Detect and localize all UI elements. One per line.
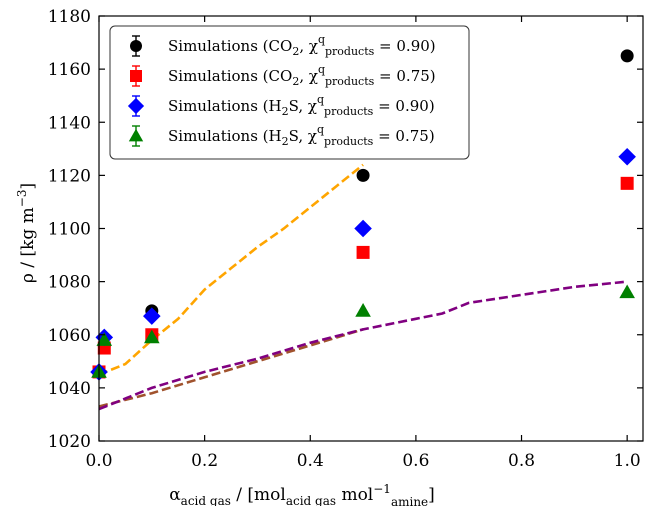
dashed-line-2 — [98, 280, 628, 411]
data-point-s0-3 — [356, 168, 370, 182]
legend-marker-1 — [130, 70, 142, 82]
ylabel-close: ] — [18, 183, 38, 190]
legend-tail: = 0.90) — [373, 97, 434, 115]
x-tick-label-4: 0.8 — [508, 451, 535, 471]
legend: Simulations (CO2, χqproducts = 0.90)Simu… — [109, 25, 470, 160]
legend-sub: 2 — [292, 45, 299, 58]
legend-marker-3 — [128, 128, 144, 142]
data-point-s2-2 — [143, 307, 161, 325]
legend-label-1: Simulations (CO2, χqproducts = 0.75) — [168, 63, 436, 88]
legend-sup: q — [317, 123, 324, 136]
legend-marker-2 — [127, 97, 145, 115]
y-axis-label: ρ / [kg m−3] — [15, 183, 38, 283]
legend-main: Simulations (CO — [168, 37, 292, 55]
xlabel-mol2: mol — [336, 485, 373, 505]
xlabel-sup: −1 — [373, 482, 391, 496]
legend-mid: S, χ — [289, 97, 317, 115]
model-lines — [98, 163, 628, 411]
legend-sub2: products — [324, 105, 374, 118]
xlabel-mid: / [mol — [231, 485, 286, 505]
legend-main: Simulations (H — [168, 127, 282, 145]
legend-mid: S, χ — [289, 127, 317, 145]
xlabel-mol-sub: acid gas — [286, 494, 336, 506]
y-tick-label-7: 1160 — [48, 60, 91, 80]
ylabel-sup: −3 — [15, 190, 29, 208]
legend-label-3: Simulations (H2S, χqproducts = 0.75) — [168, 123, 435, 148]
tick-labels: 0.0 0.2 0.4 0.6 0.8 1.0 1020 1040 1060 1080 1100 11… — [48, 7, 641, 471]
ylabel-main: ρ / [kg m — [18, 207, 38, 283]
legend-sub2: products — [325, 75, 375, 88]
data-point-s0-4 — [620, 49, 634, 63]
legend-box — [109, 25, 470, 160]
legend-sup: q — [318, 33, 325, 46]
xlabel-alpha: α — [169, 485, 181, 505]
legend-sub2: products — [324, 135, 374, 148]
xlabel-alpha-sub: acid gas — [181, 494, 231, 506]
legend-mid: , χ — [299, 67, 318, 85]
y-tick-label-8: 1180 — [48, 7, 91, 27]
data-point-s1-3 — [356, 245, 370, 259]
legend-marker-0 — [130, 40, 142, 52]
y-tick-label-3: 1080 — [48, 273, 91, 293]
legend-main: Simulations (CO — [168, 67, 292, 85]
legend-main: Simulations (H — [168, 97, 282, 115]
simulation-points — [90, 49, 636, 381]
x-tick-label-3: 0.6 — [402, 451, 429, 471]
y-tick-label-0: 1020 — [48, 432, 91, 452]
dashed-line-1 — [98, 328, 364, 408]
legend-sub: 2 — [292, 75, 299, 88]
data-point-s2-3 — [354, 219, 372, 238]
legend-sub: 2 — [282, 135, 289, 148]
y-tick-label-4: 1100 — [48, 220, 91, 240]
data-point-s3-4 — [619, 284, 635, 299]
y-tick-label-5: 1120 — [48, 166, 91, 186]
data-point-s1-4 — [620, 176, 634, 190]
legend-sup: q — [318, 63, 325, 76]
xlabel-close: ] — [428, 485, 435, 505]
legend-sub: 2 — [282, 105, 289, 118]
x-axis-label: αacid gas / [molacid gas mol−1amine] — [169, 482, 435, 506]
legend-tail: = 0.90) — [374, 37, 435, 55]
x-tick-label-2: 0.4 — [297, 451, 324, 471]
x-tick-label-0: 0.0 — [85, 451, 112, 471]
xlabel-amine-sub: amine — [391, 495, 428, 506]
y-tick-label-6: 1140 — [48, 113, 91, 133]
data-point-s3-1 — [96, 332, 113, 346]
legend-tail: = 0.75) — [374, 67, 435, 85]
data-point-s3-3 — [355, 303, 371, 317]
axes — [98, 15, 644, 442]
legend-mid: , χ — [299, 37, 318, 55]
y-tick-label-1: 1040 — [48, 379, 91, 399]
data-point-s2-4 — [618, 148, 636, 166]
dashed-line-0 — [98, 163, 364, 376]
legend-label-2: Simulations (H2S, χqproducts = 0.90) — [168, 93, 435, 118]
legend-sup: q — [317, 93, 324, 106]
legend-tail: = 0.75) — [373, 127, 434, 145]
data-point-s3-2 — [144, 329, 160, 344]
legend-sub2: products — [325, 45, 375, 58]
x-tick-label-5: 1.0 — [614, 451, 641, 471]
y-tick-label-2: 1060 — [48, 326, 91, 346]
x-tick-label-1: 0.2 — [191, 451, 218, 471]
legend-label-0: Simulations (CO2, χqproducts = 0.90) — [168, 33, 436, 58]
